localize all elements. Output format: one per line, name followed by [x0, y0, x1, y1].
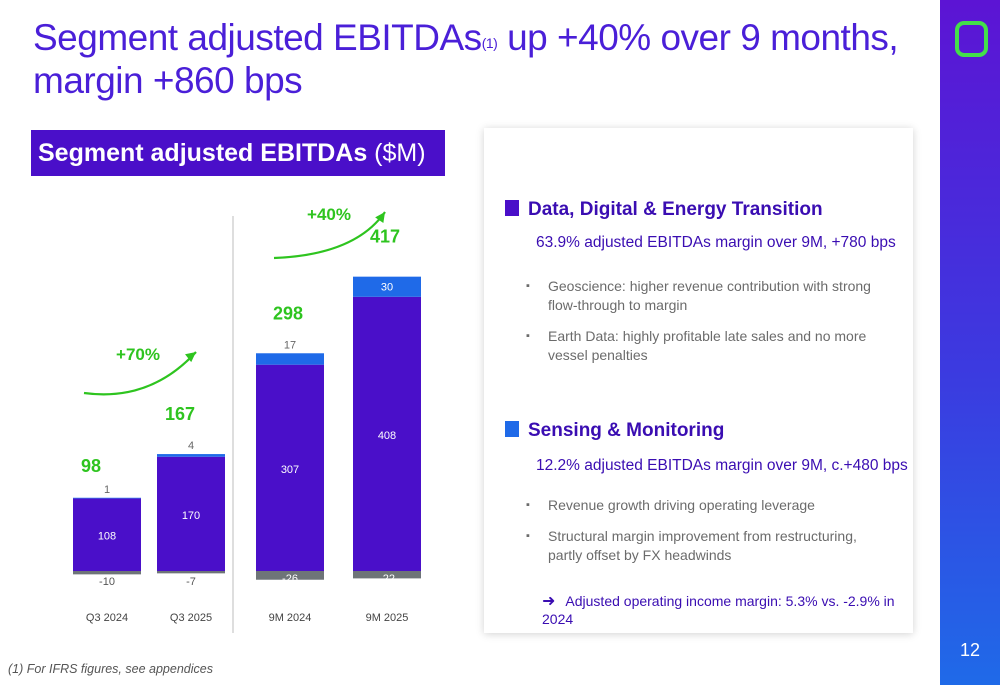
title-part2: up +40% over 9 months,: [497, 17, 899, 58]
total-label-1: 167: [165, 404, 195, 424]
growth-label-0: +70%: [116, 345, 160, 364]
data-label-ddet-2: 307: [281, 464, 299, 476]
data-label-negative-2: -26: [282, 573, 298, 585]
data-label-sensing-1: 4: [188, 440, 194, 452]
data-label-negative-1: -7: [186, 576, 196, 588]
operating-income-note-text: Adjusted operating income margin: 5.3% v…: [542, 593, 895, 627]
bar-negative-0: [73, 571, 141, 575]
bar-negative-3: [353, 571, 421, 579]
bar-ddet-2: [256, 364, 324, 571]
x-tick-label-3: 9M 2025: [366, 612, 409, 624]
data-label-ddet-1: 170: [182, 510, 200, 522]
data-label-sensing-2: 17: [284, 339, 296, 351]
chart-banner-unit: ($M): [367, 139, 426, 167]
section-ddet-subheading: 63.9% adjusted EBITDAs margin over 9M, +…: [536, 234, 896, 251]
bar-ddet-1: [157, 456, 225, 571]
chart-banner: Segment adjusted EBITDAs ($M): [31, 130, 445, 176]
bar-negative-2: [256, 571, 324, 580]
growth-arrowhead-icon-1: [375, 212, 385, 224]
x-tick-label-0: Q3 2024: [86, 612, 128, 624]
section-sensing-bullet-1: Revenue growth driving operating leverag…: [526, 496, 893, 515]
page-title: Segment adjusted EBITDAs(1) up +40% over…: [33, 16, 913, 102]
data-label-negative-0: -10: [99, 576, 115, 588]
section-ddet-bullet-2: Earth Data: highly profitable late sales…: [526, 327, 893, 365]
data-label-ddet-0: 108: [98, 531, 116, 543]
bar-sensing-3: [353, 276, 421, 297]
bar-negative-1: [157, 571, 225, 574]
total-label-2: 298: [273, 303, 303, 323]
section-sensing-heading-text: Sensing & Monitoring: [528, 420, 725, 441]
x-tick-label-2: 9M 2024: [269, 612, 312, 624]
growth-label-1: +40%: [307, 205, 351, 224]
side-accent-bar: [940, 0, 1000, 685]
growth-arrow-1: [273, 211, 386, 260]
ddet-legend-square-icon: [505, 200, 519, 216]
title-footnote-ref: (1): [481, 35, 498, 51]
bar-sensing-2: [256, 353, 324, 365]
total-label-0: 98: [81, 456, 101, 476]
data-label-sensing-0: 1: [104, 484, 110, 496]
section-sensing-heading: Sensing & Monitoring: [505, 420, 724, 442]
total-label-3: 417: [370, 227, 400, 247]
commentary-panel: Data, Digital & Energy Transition 63.9% …: [484, 128, 913, 633]
bar-sensing-0: [73, 497, 141, 499]
title-part1: Segment adjusted EBITDAs: [33, 17, 482, 58]
data-label-negative-3: -22: [379, 573, 395, 585]
section-sensing-bullet-2: Structural margin improvement from restr…: [526, 527, 893, 565]
x-tick-label-1: Q3 2025: [170, 612, 212, 624]
bar-ddet-0: [73, 498, 141, 571]
growth-arrowhead-icon-0: [185, 352, 196, 363]
section-ddet-heading: Data, Digital & Energy Transition: [505, 199, 823, 221]
ebitda-stacked-bar-chart: 108 1 -10 98 Q3 2024 170 4 -7 167 Q3 2025 307 17 -26…: [73, 205, 421, 633]
data-label-ddet-3: 408: [378, 430, 396, 442]
growth-arrow-0: [83, 351, 197, 396]
section-ddet-bullet-1: Geoscience: higher revenue contribution …: [526, 277, 893, 315]
page-number: 12: [959, 640, 981, 660]
footnote: (1) For IFRS figures, see appendices: [8, 662, 213, 676]
company-logo-icon: [955, 21, 988, 57]
bar-sensing-1: [157, 454, 225, 457]
right-arrow-icon: ➜: [542, 593, 556, 610]
section-ddet-heading-text: Data, Digital & Energy Transition: [528, 199, 823, 220]
title-line2: margin +860 bps: [33, 60, 303, 101]
sensing-legend-square-icon: [505, 421, 519, 437]
data-label-sensing-3: 30: [381, 282, 393, 294]
operating-income-note: ➜ Adjusted operating income margin: 5.3% …: [542, 591, 913, 627]
bar-ddet-3: [353, 296, 421, 571]
section-sensing-subheading: 12.2% adjusted EBITDAs margin over 9M, c…: [536, 457, 908, 474]
chart-banner-title: Segment adjusted EBITDAs: [38, 139, 368, 167]
